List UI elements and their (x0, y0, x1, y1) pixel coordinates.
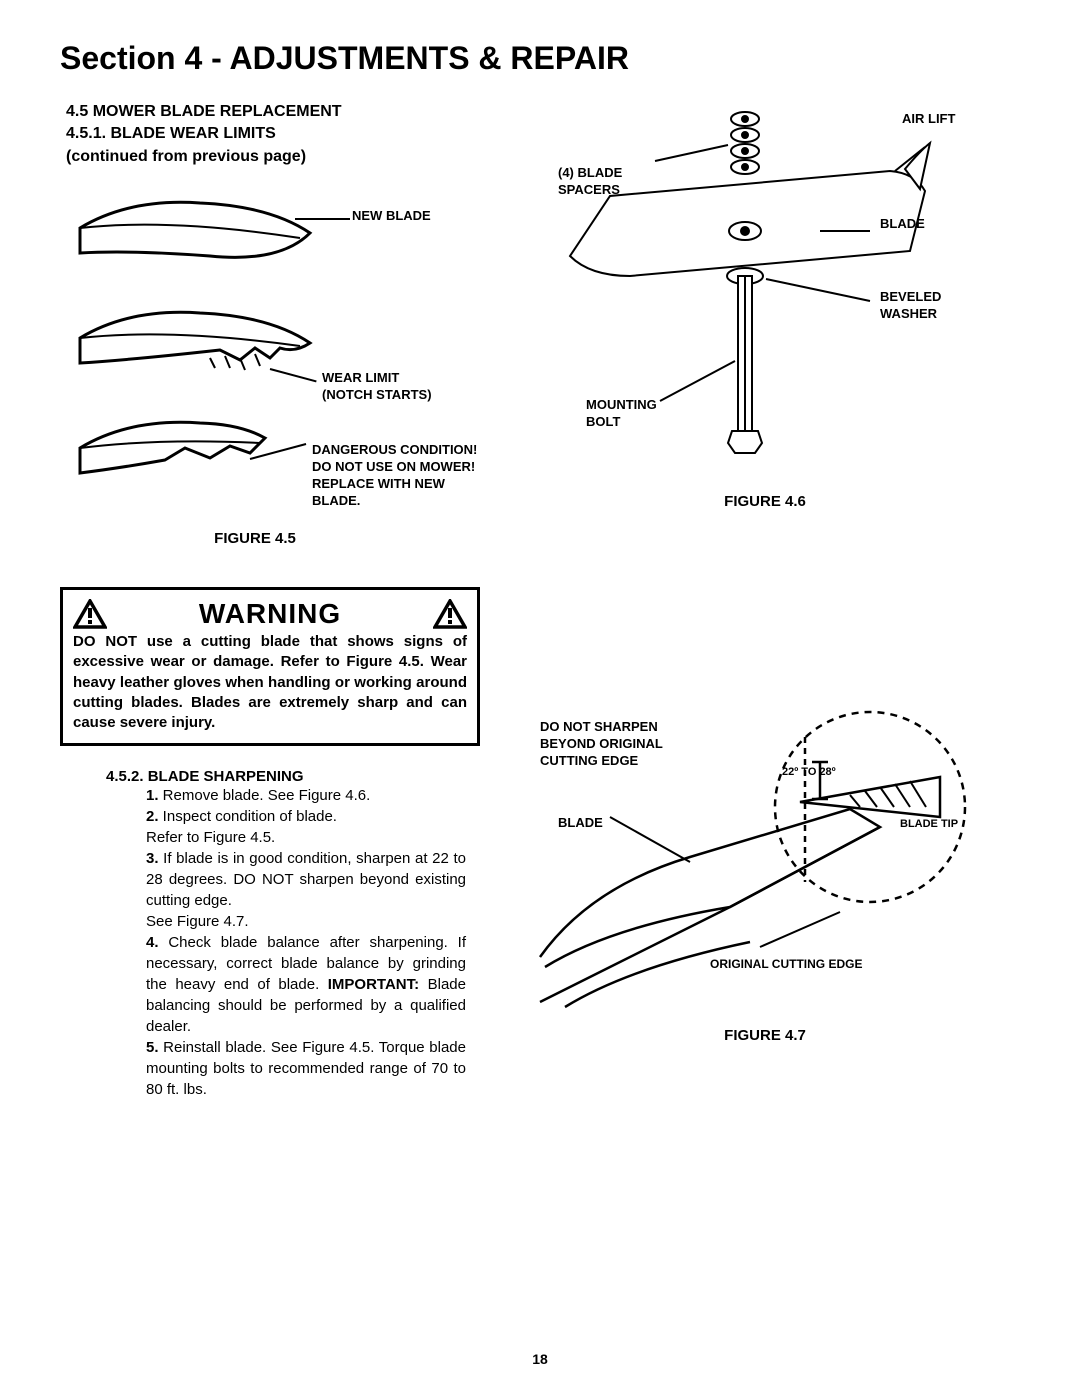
warning-icon-right (433, 599, 467, 629)
figure-4-5: NEW BLADE WEAR LIMIT (NOTCH STARTS) DANG… (60, 178, 490, 518)
label-angle: 22º TO 28º (782, 765, 836, 779)
figure-4-5-caption: FIGURE 4.5 (20, 530, 490, 547)
figure-4-7: DO NOT SHARPEN BEYOND ORIGINAL CUTTING E… (510, 707, 1020, 1027)
section-heading: 4.5 MOWER BLADE REPLACEMENT 4.5.1. BLADE… (66, 101, 490, 168)
label-tip: BLADE TIP (900, 817, 958, 831)
page-number: 18 (0, 1351, 1080, 1367)
warning-title: WARNING (199, 598, 341, 630)
left-column-lower: WARNING DO NOT use a cutting blade that … (60, 547, 490, 1100)
sharpen-steps: 1. Remove blade. See Figure 4.6. 2. Insp… (146, 785, 466, 1100)
lower-row: WARNING DO NOT use a cutting blade that … (60, 547, 1020, 1100)
label-bolt: MOUNTING BOLT (586, 397, 657, 431)
label-orig-edge: ORIGINAL CUTTING EDGE (710, 957, 862, 973)
warning-text: DO NOT use a cutting blade that shows si… (73, 632, 467, 733)
left-column: 4.5 MOWER BLADE REPLACEMENT 4.5.1. BLADE… (60, 101, 490, 547)
page-title: Section 4 - ADJUSTMENTS & REPAIR (60, 40, 1020, 77)
figure-4-6: (4) BLADE SPACERS AIR LIFT BLADE BEVELED… (510, 101, 1020, 481)
label-air-lift: AIR LIFT (902, 111, 955, 128)
warning-box: WARNING DO NOT use a cutting blade that … (60, 587, 480, 746)
figure-4-6-caption: FIGURE 4.6 (510, 493, 1020, 510)
right-column-lower: DO NOT SHARPEN BEYOND ORIGINAL CUTTING E… (510, 547, 1020, 1100)
label-do-not: DO NOT SHARPEN BEYOND ORIGINAL CUTTING E… (540, 719, 663, 770)
figure-4-7-caption: FIGURE 4.7 (510, 1027, 1020, 1044)
label-wear-limit: WEAR LIMIT (NOTCH STARTS) (322, 370, 432, 404)
label-blade-47: BLADE (558, 815, 603, 832)
warning-icon-left (73, 599, 107, 629)
label-spacers: (4) BLADE SPACERS (558, 165, 622, 199)
right-column-upper: (4) BLADE SPACERS AIR LIFT BLADE BEVELED… (510, 101, 1020, 547)
sharpen-heading: 4.5.2. BLADE SHARPENING (106, 768, 490, 785)
label-dangerous: DANGEROUS CONDITION! DO NOT USE ON MOWER… (312, 442, 490, 510)
label-blade: BLADE (880, 216, 925, 233)
upper-row: 4.5 MOWER BLADE REPLACEMENT 4.5.1. BLADE… (60, 101, 1020, 547)
label-washer: BEVELED WASHER (880, 289, 941, 323)
label-new-blade: NEW BLADE (352, 208, 431, 225)
